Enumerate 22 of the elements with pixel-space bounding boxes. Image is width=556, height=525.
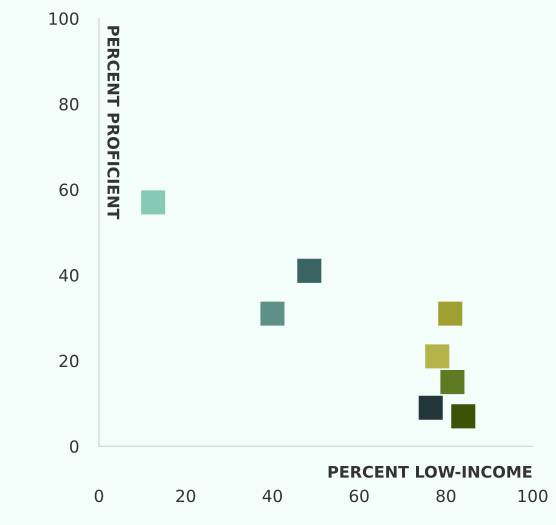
x-tick-label: 20 xyxy=(176,490,196,502)
point xyxy=(418,396,443,420)
y-axis-title: PERCENT PROFICIENT xyxy=(107,26,120,220)
point xyxy=(451,404,476,428)
x-tick-label: 0 xyxy=(94,490,104,502)
point xyxy=(260,302,284,326)
x-tick-label: 40 xyxy=(262,490,282,502)
x-tick-label: 80 xyxy=(436,490,456,502)
y-tick-label: 20 xyxy=(60,354,78,368)
x-tick-label: 60 xyxy=(350,490,369,502)
y-tick-label: 100 xyxy=(50,12,78,25)
y-tick-label: 80 xyxy=(59,98,78,111)
point xyxy=(438,302,462,326)
point xyxy=(141,190,166,214)
point xyxy=(425,344,450,368)
y-tick-label: 0 xyxy=(70,440,78,453)
point xyxy=(297,258,322,283)
point xyxy=(440,370,464,394)
y-tick-label: 40 xyxy=(59,269,78,282)
x-tick-label: 100 xyxy=(518,490,548,502)
y-tick-label: 60 xyxy=(59,183,78,196)
x-axis-title: PERCENT LOW-INCOME xyxy=(328,466,532,478)
